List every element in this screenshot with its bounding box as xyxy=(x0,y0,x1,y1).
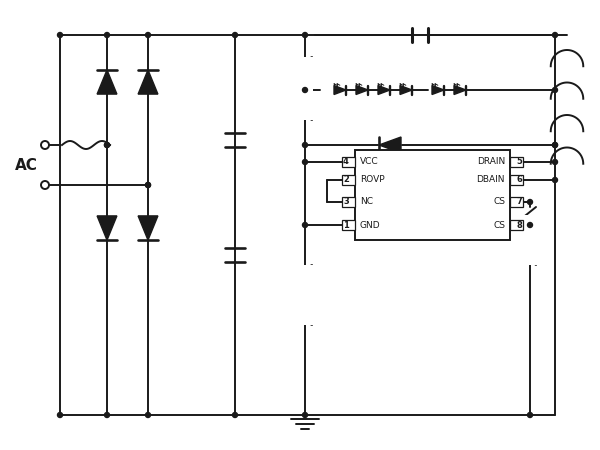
Circle shape xyxy=(104,32,110,37)
Circle shape xyxy=(104,413,110,418)
Bar xyxy=(510,197,523,207)
Text: CS: CS xyxy=(493,198,505,207)
Text: DBAIN: DBAIN xyxy=(476,176,505,184)
Bar xyxy=(342,197,355,207)
Circle shape xyxy=(553,177,557,183)
Circle shape xyxy=(553,143,557,148)
Text: NC: NC xyxy=(360,198,373,207)
Circle shape xyxy=(104,143,110,148)
Text: GND: GND xyxy=(360,220,380,230)
Circle shape xyxy=(146,32,151,37)
Bar xyxy=(510,220,523,230)
Bar xyxy=(342,175,355,185)
Text: DRAIN: DRAIN xyxy=(477,158,505,166)
Circle shape xyxy=(553,87,557,93)
Circle shape xyxy=(233,32,238,37)
Polygon shape xyxy=(97,216,117,240)
Text: 6: 6 xyxy=(516,176,522,184)
Text: 4: 4 xyxy=(343,158,349,166)
Circle shape xyxy=(233,413,238,418)
Text: AC: AC xyxy=(15,158,38,172)
Polygon shape xyxy=(356,86,368,94)
Text: CS: CS xyxy=(493,220,505,230)
Bar xyxy=(297,265,313,325)
Bar xyxy=(355,150,510,240)
Circle shape xyxy=(146,183,151,188)
Circle shape xyxy=(553,159,557,165)
Text: 5: 5 xyxy=(516,158,522,166)
Polygon shape xyxy=(138,70,158,94)
Circle shape xyxy=(146,183,151,188)
Polygon shape xyxy=(97,70,117,94)
Bar xyxy=(342,220,355,230)
Circle shape xyxy=(302,413,308,418)
Circle shape xyxy=(553,143,557,148)
Text: 2: 2 xyxy=(343,176,349,184)
Text: 8: 8 xyxy=(516,220,522,230)
Circle shape xyxy=(527,199,533,204)
Bar xyxy=(510,157,523,167)
Circle shape xyxy=(527,222,533,228)
Text: 7: 7 xyxy=(516,198,522,207)
Polygon shape xyxy=(432,86,444,94)
Circle shape xyxy=(527,413,533,418)
Bar xyxy=(510,175,523,185)
Circle shape xyxy=(302,87,308,93)
Circle shape xyxy=(58,32,62,37)
Circle shape xyxy=(302,32,308,37)
Bar xyxy=(523,215,537,265)
Circle shape xyxy=(104,143,110,148)
Circle shape xyxy=(302,143,308,148)
Circle shape xyxy=(553,32,557,37)
Circle shape xyxy=(302,159,308,165)
Polygon shape xyxy=(454,86,466,94)
Polygon shape xyxy=(379,137,401,153)
Text: 3: 3 xyxy=(343,198,349,207)
Bar xyxy=(297,57,313,120)
Polygon shape xyxy=(334,86,346,94)
Bar xyxy=(342,157,355,167)
Circle shape xyxy=(58,413,62,418)
Text: VCC: VCC xyxy=(360,158,379,166)
Circle shape xyxy=(302,222,308,228)
Circle shape xyxy=(146,413,151,418)
Text: 1: 1 xyxy=(343,220,349,230)
Polygon shape xyxy=(400,86,412,94)
Polygon shape xyxy=(378,86,390,94)
Text: ROVP: ROVP xyxy=(360,176,385,184)
Polygon shape xyxy=(138,216,158,240)
